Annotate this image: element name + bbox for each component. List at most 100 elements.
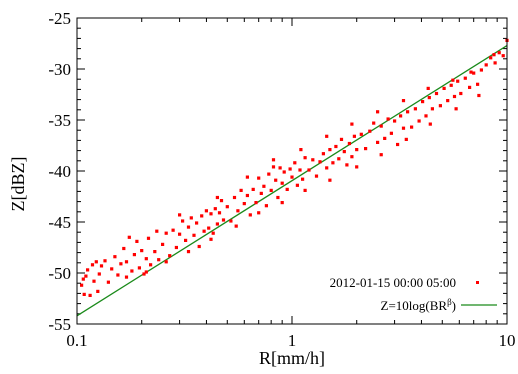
scatter-point [413, 107, 417, 111]
scatter-point [254, 201, 258, 205]
scatter-point [245, 193, 249, 198]
scatter-point [82, 292, 86, 296]
scatter-point [161, 242, 165, 246]
scatter-point [122, 246, 126, 251]
scatter-point [137, 266, 141, 270]
scatter-point [334, 144, 338, 149]
scatter-point [427, 96, 431, 100]
scatter-point [492, 53, 496, 57]
x-tick-label: 0.1 [66, 331, 87, 350]
x-tick-label: 10 [499, 331, 516, 350]
scatter-point [88, 293, 92, 297]
scatter-point [80, 283, 84, 287]
scatter-point [379, 153, 383, 157]
scatter-point [130, 269, 134, 273]
scatter-point [229, 219, 233, 223]
scatter-point [146, 236, 151, 240]
scatter-point [124, 275, 129, 279]
scatter-point [209, 237, 213, 241]
scatter-point [406, 110, 410, 114]
scatter-point [424, 114, 428, 118]
scatter-point [271, 158, 276, 162]
scatter-point [489, 56, 493, 60]
scatter-point [359, 132, 363, 136]
scatter-point [186, 250, 191, 254]
scatter-point [280, 201, 284, 205]
scatter-point [426, 86, 430, 90]
y-tick-label: -50 [48, 264, 71, 283]
y-tick-label: -55 [48, 315, 71, 334]
scatter-point [295, 183, 299, 187]
fit-line-series [76, 44, 508, 317]
scatter-point [221, 218, 226, 222]
scatter-point [90, 263, 95, 267]
scatter-point [325, 134, 329, 138]
scatter-point [337, 157, 341, 161]
scatter-point [383, 136, 387, 140]
scatter-point [401, 99, 406, 103]
scatter-point [288, 167, 292, 171]
y-tick-label: -40 [48, 162, 71, 181]
scatter-point [417, 119, 421, 123]
scatter-point [389, 131, 393, 135]
scatter-point [276, 195, 280, 200]
scatter-point [264, 204, 268, 208]
scatter-point [144, 270, 148, 274]
scatter-point [493, 61, 497, 65]
scatter-point [192, 233, 196, 237]
scatter-point [204, 209, 208, 213]
scatter-point [209, 212, 213, 216]
scatter-point [124, 260, 129, 264]
plot-frame [76, 17, 508, 325]
scatter-point [456, 79, 460, 83]
scatter-point [189, 216, 193, 220]
scatter-point [94, 260, 98, 264]
scatter-point [207, 226, 211, 230]
scatter-point [477, 93, 481, 98]
scatter-point [164, 231, 168, 235]
scatter-point [184, 238, 188, 242]
scatter-point [290, 175, 294, 179]
scatter-point [321, 152, 325, 156]
scatter-point [144, 257, 148, 261]
scatter-point [257, 211, 261, 215]
scatter-point [345, 163, 349, 167]
scatter-point [299, 148, 303, 152]
scatter-point [164, 260, 168, 264]
fit-line [76, 44, 508, 317]
scatter-point [325, 166, 329, 170]
scatter-point [110, 267, 114, 271]
scatter-point [97, 272, 101, 276]
scatter-point [153, 250, 157, 254]
scatter-point [215, 195, 219, 200]
scatter-point [364, 147, 368, 151]
x-tick-label: 1 [288, 331, 297, 350]
scatter-point [379, 124, 383, 128]
scatter-point [262, 184, 266, 188]
legend-line-label-sup: β [447, 297, 452, 307]
y-tick-label: -45 [48, 213, 71, 232]
scatter-point [245, 175, 249, 179]
y-axis-label: Z[dBZ] [8, 157, 28, 212]
scatter-point [331, 161, 335, 165]
scatter-point [271, 165, 276, 169]
scatter-point [157, 258, 161, 262]
legend-entry-points-label: 2012-01-15 00:00 05:00 [330, 275, 456, 290]
scatter-point [479, 68, 483, 72]
scatter-point [99, 264, 104, 268]
scatter-point [501, 54, 505, 58]
x-tick-labels: 0.1 1 10 [66, 331, 515, 350]
scatter-point [211, 231, 215, 235]
y-tick-label: -30 [48, 60, 71, 79]
scatter-point [355, 165, 359, 169]
scatter-point [251, 187, 255, 191]
scatter-point [132, 253, 136, 257]
scatter-point [81, 277, 85, 281]
scatter-point [468, 85, 472, 89]
scatter-point [350, 155, 354, 159]
scatter-point [469, 70, 473, 74]
scatter-point [368, 129, 372, 133]
scatter-point [452, 94, 457, 99]
scatter-point [174, 245, 178, 250]
